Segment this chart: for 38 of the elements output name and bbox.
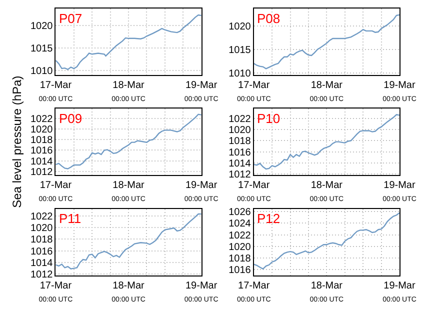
line-series xyxy=(254,212,400,270)
chart-title: P10 xyxy=(257,111,280,126)
y-tick-label: 1020 xyxy=(30,124,54,136)
y-tick-label: 1022 xyxy=(30,211,54,222)
y-tick-label: 1026 xyxy=(228,207,252,218)
y-tick-label: 1020 xyxy=(228,242,252,253)
y-tick-label: 1016 xyxy=(30,246,54,258)
chart-title: P11 xyxy=(59,211,82,226)
y-tick-label: 1018 xyxy=(30,234,54,246)
y-tick-label: 1016 xyxy=(228,147,252,158)
y-tick-label: 1014 xyxy=(30,156,54,168)
y-tick-label: 1020 xyxy=(228,125,252,136)
y-tick-label: 1020 xyxy=(30,20,54,32)
y-tick-label: 1012 xyxy=(30,166,54,178)
chart-title: P08 xyxy=(257,11,280,26)
y-tick-label: 1015 xyxy=(228,44,252,56)
y-tick-label: 1022 xyxy=(228,114,252,126)
y-tick-label: 1010 xyxy=(228,68,252,80)
y-tick-label: 1014 xyxy=(30,258,54,269)
y-tick-label: 1016 xyxy=(30,146,54,157)
y-tick-label: 1015 xyxy=(30,43,54,54)
y-axis-title: Sea level pressure (hPa) xyxy=(10,76,24,208)
y-tick-label: 1018 xyxy=(30,135,54,146)
y-tick-label: 1018 xyxy=(228,253,252,264)
y-tick-label: 1012 xyxy=(30,270,54,281)
y-tick-label: 1022 xyxy=(228,230,252,242)
y-tick-label: 1020 xyxy=(30,222,54,234)
y-tick-label: 1012 xyxy=(228,169,252,180)
y-tick-label: 1016 xyxy=(228,265,252,276)
y-tick-label: 1014 xyxy=(228,158,252,170)
y-tick-label: 1010 xyxy=(30,66,54,77)
chart-title: P12 xyxy=(257,211,280,226)
chart-title: P07 xyxy=(59,11,82,26)
chart-title: P09 xyxy=(59,111,82,126)
y-tick-label: 1018 xyxy=(228,136,252,148)
y-tick-label: 1024 xyxy=(228,218,252,230)
y-tick-label: 1022 xyxy=(30,114,54,126)
y-tick-label: 1020 xyxy=(228,21,252,32)
